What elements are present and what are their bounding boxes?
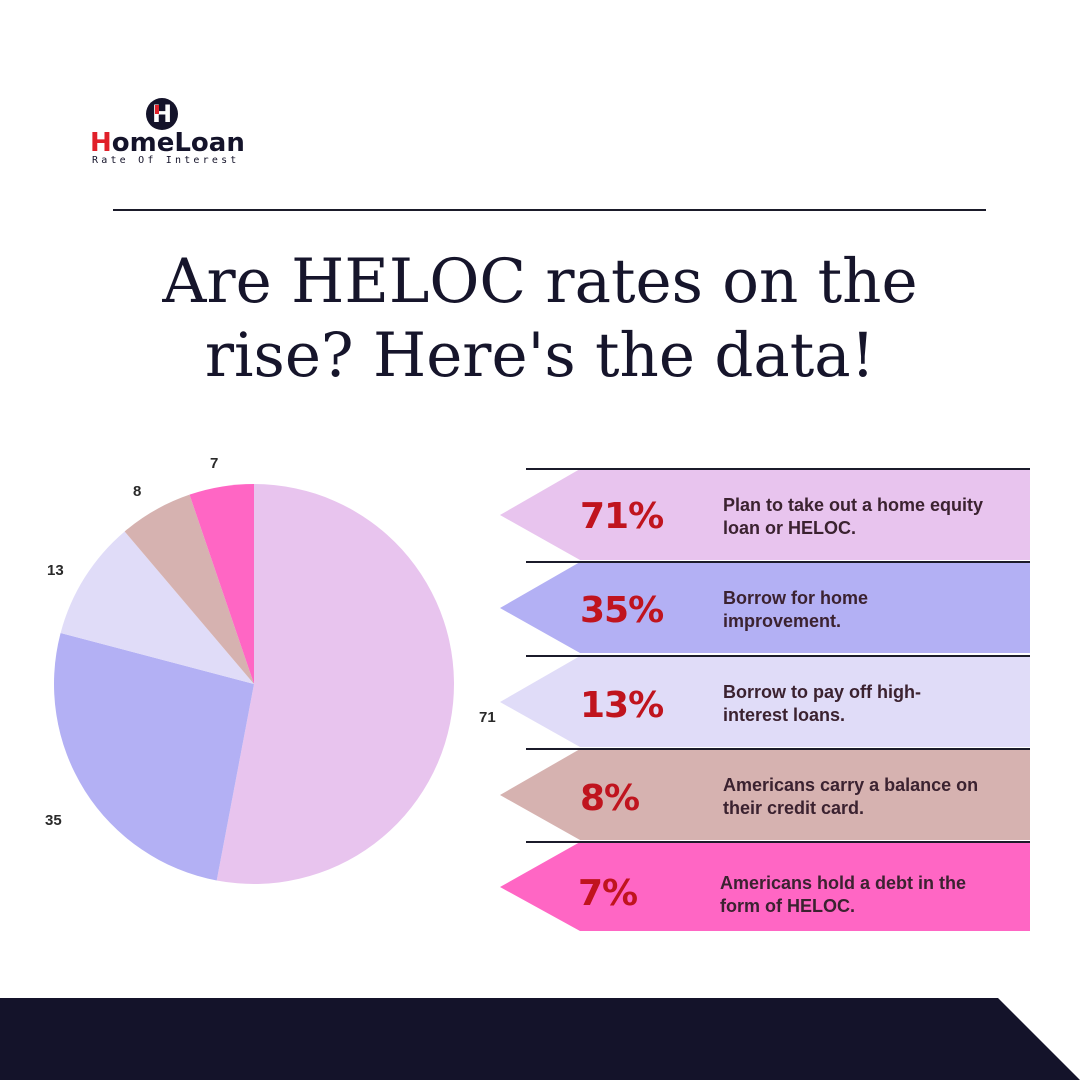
page-title: Are HELOC rates on the rise? Here's the …	[0, 245, 1080, 393]
stat-percent: 71%	[580, 496, 664, 537]
stat-description: Americans carry a balance on their credi…	[723, 775, 979, 818]
logo-badge-letter: H	[146, 98, 178, 130]
pie-chart	[53, 484, 454, 884]
stat-percent: 13%	[580, 685, 664, 726]
logo-wordmark-rest: omeLoan	[111, 128, 245, 158]
row-divider	[526, 561, 1030, 563]
row-divider	[526, 655, 1030, 657]
stat-row-13: 13% Borrow to pay off high-interest loan…	[500, 655, 1030, 747]
arrow-banner-shape	[500, 749, 1030, 840]
arrow-banner-shape	[500, 842, 1030, 931]
stat-percent: 35%	[580, 590, 664, 631]
stat-description: Borrow for home improvement.	[723, 588, 869, 631]
stat-description: Americans hold a debt in the form of HEL…	[720, 873, 967, 916]
stat-description: Borrow to pay off high-interest loans.	[723, 682, 921, 725]
stat-row-71: 71% Plan to take out a home equity loan …	[500, 468, 1030, 560]
arrow-banner-shape	[500, 656, 1030, 747]
arrow-banner-shape	[500, 469, 1030, 560]
pie-label-13: 13	[47, 562, 64, 579]
logo-badge-icon: H	[146, 98, 178, 130]
logo-tagline: Rate Of Interest	[92, 155, 240, 166]
row-divider	[526, 468, 1030, 470]
pie-label-8: 8	[133, 483, 142, 500]
title-line-1: Are HELOC rates on the	[162, 246, 918, 317]
stat-description: Plan to take out a home equity loan or H…	[723, 495, 984, 538]
logo-wordmark-first: H	[90, 128, 112, 158]
pie-slice-35	[53, 632, 254, 881]
pie-label-7: 7	[210, 455, 219, 472]
stat-row-8: 8% Americans carry a balance on their cr…	[500, 748, 1030, 840]
stat-row-7: 7% Americans hold a debt in the form of …	[500, 841, 1030, 931]
stat-row-35: 35% Borrow for home improvement.	[500, 561, 1030, 653]
stat-percent: 8%	[580, 778, 640, 819]
pie-slice-71	[216, 484, 454, 884]
pie-label-35: 35	[45, 812, 62, 829]
stat-percent: 7%	[578, 873, 638, 914]
logo-wordmark: HomeLoan	[90, 130, 245, 156]
title-line-2: rise? Here's the data!	[204, 320, 876, 391]
header-divider	[113, 209, 986, 211]
pie-slice-8	[124, 494, 254, 684]
row-divider	[526, 748, 1030, 750]
brand-logo: H HomeLoan Rate Of Interest	[90, 96, 245, 166]
pie-slice-13	[60, 531, 254, 684]
pie-slice-7	[189, 484, 254, 684]
pie-label-71: 71	[479, 709, 496, 726]
footer-band	[0, 998, 1080, 1080]
arrow-banner-shape	[500, 562, 1030, 653]
row-divider	[526, 841, 1030, 843]
